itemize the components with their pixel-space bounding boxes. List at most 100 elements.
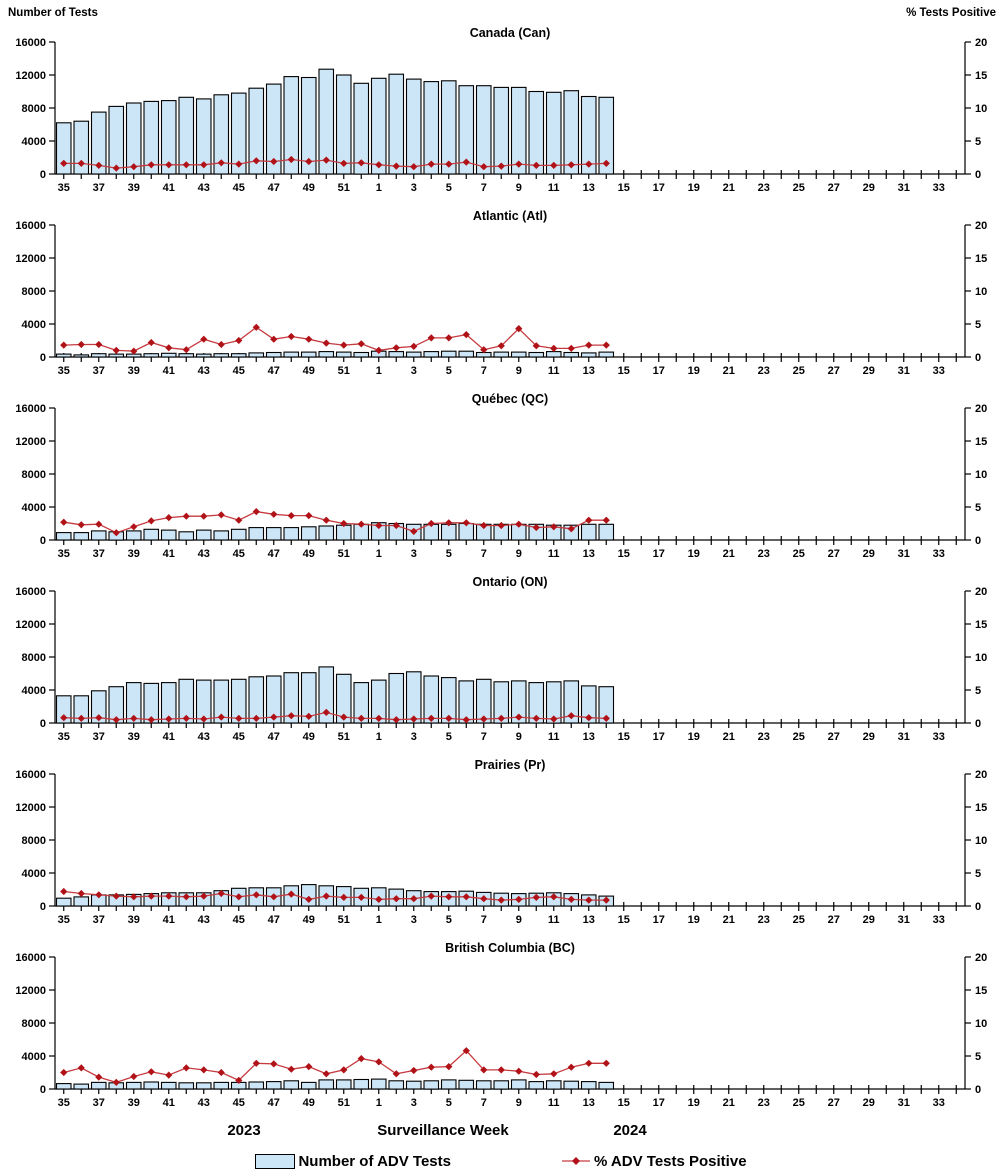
bar-week-48 [283, 76, 300, 175]
pct-marker-week-35 [60, 714, 68, 722]
bar-week-14 [598, 96, 615, 175]
bar-week-5 [440, 677, 457, 724]
pct-marker-week-3 [410, 1066, 418, 1075]
bar-week-47 [265, 527, 282, 541]
svg-text:10: 10 [975, 103, 987, 115]
pct-line [63, 1049, 607, 1084]
svg-text:43: 43 [198, 365, 210, 377]
bar-week-2 [388, 1080, 405, 1090]
chart-panel-3: Ontario (ON)0400080001200016000051015203… [15, 575, 987, 743]
svg-text:43: 43 [198, 731, 210, 743]
pct-marker-week-7 [480, 346, 488, 354]
bar-week-13 [580, 352, 597, 358]
svg-text:25: 25 [793, 182, 805, 194]
pct-marker-week-47 [270, 713, 278, 721]
svg-text:15: 15 [618, 914, 630, 926]
svg-text:35: 35 [58, 914, 70, 926]
svg-text:16000: 16000 [15, 403, 46, 415]
pct-marker-week-50 [322, 1070, 330, 1078]
pct-marker-week-13 [585, 1059, 593, 1067]
svg-text:37: 37 [93, 182, 105, 194]
bars-group [55, 350, 615, 358]
bar-week-41 [160, 100, 177, 175]
pct-marker-week-3 [410, 163, 418, 171]
pct-marker-week-37 [95, 891, 103, 899]
pct-marker-week-5 [445, 1063, 453, 1071]
svg-text:47: 47 [268, 548, 280, 560]
pct-marker-week-4 [427, 334, 435, 342]
svg-text:4000: 4000 [22, 1051, 46, 1063]
pct-marker-week-47 [270, 1060, 278, 1068]
pct-marker-week-39 [130, 523, 138, 531]
pct-marker-week-39 [130, 163, 138, 171]
pct-marker-week-10 [532, 1070, 540, 1079]
bar-week-13 [580, 523, 597, 541]
pct-marker-week-7 [480, 163, 488, 171]
svg-text:45: 45 [233, 182, 245, 194]
svg-text:19: 19 [688, 182, 700, 194]
bar-week-11 [545, 351, 562, 358]
bar-week-40 [143, 528, 160, 541]
svg-text:8000: 8000 [22, 286, 46, 298]
chart-panel-2: Québec (QC)04000800012000160000510152035… [15, 392, 987, 560]
bar-week-37 [90, 690, 107, 724]
bar-week-9 [510, 351, 527, 358]
svg-text:17: 17 [653, 548, 665, 560]
svg-text:49: 49 [303, 365, 315, 377]
pct-marker-week-41 [165, 161, 173, 169]
svg-text:43: 43 [198, 548, 210, 560]
svg-text:23: 23 [758, 365, 770, 377]
svg-text:31: 31 [898, 1097, 910, 1109]
bar-week-37 [90, 111, 107, 175]
svg-text:25: 25 [793, 731, 805, 743]
svg-text:11: 11 [548, 1097, 560, 1109]
pct-marker-week-45 [235, 160, 243, 168]
pct-marker-week-44 [217, 713, 225, 721]
pct-marker-week-14 [602, 341, 610, 349]
pct-marker-week-38 [112, 164, 120, 172]
bar-week-49 [300, 884, 317, 907]
bar-week-46 [248, 87, 265, 175]
bar-week-10 [528, 90, 545, 175]
svg-text:0: 0 [40, 718, 46, 730]
pct-marker-week-6 [462, 519, 470, 527]
pct-marker-week-47 [270, 893, 278, 901]
bar-week-6 [458, 85, 475, 175]
bar-week-48 [283, 351, 300, 358]
bar-week-51 [335, 351, 352, 358]
pct-marker-week-1 [375, 346, 383, 354]
bar-week-2 [388, 351, 405, 358]
bar-week-42 [178, 531, 195, 541]
pct-marker-week-40 [147, 517, 155, 525]
svg-text:31: 31 [898, 731, 910, 743]
svg-text:7: 7 [481, 1097, 487, 1109]
svg-text:8000: 8000 [22, 469, 46, 481]
svg-text:0: 0 [40, 535, 46, 547]
bar-week-45 [230, 528, 247, 541]
svg-text:29: 29 [863, 1097, 875, 1109]
svg-text:47: 47 [268, 731, 280, 743]
svg-text:5: 5 [975, 136, 981, 148]
pct-marker-week-51 [340, 1066, 348, 1074]
bar-week-4 [423, 675, 440, 724]
pct-marker-week-52 [357, 340, 365, 348]
bar-week-42 [178, 353, 195, 358]
pct-marker-week-4 [427, 519, 435, 528]
pct-marker-week-9 [515, 713, 523, 721]
pct-marker-week-41 [165, 514, 173, 522]
bar-week-4 [423, 351, 440, 358]
bar-week-42 [178, 96, 195, 175]
svg-text:27: 27 [828, 731, 840, 743]
pct-marker-week-13 [585, 341, 593, 349]
pct-marker-week-11 [550, 1070, 558, 1078]
pct-marker-week-48 [287, 332, 295, 341]
pct-marker-week-10 [532, 714, 540, 722]
legend-line-label: % ADV Tests Positive [593, 1152, 747, 1170]
bar-week-7 [475, 85, 492, 175]
bar-week-40 [143, 1081, 160, 1090]
pct-marker-week-42 [182, 346, 190, 354]
bar-week-45 [230, 353, 247, 358]
svg-text:9: 9 [516, 914, 522, 926]
